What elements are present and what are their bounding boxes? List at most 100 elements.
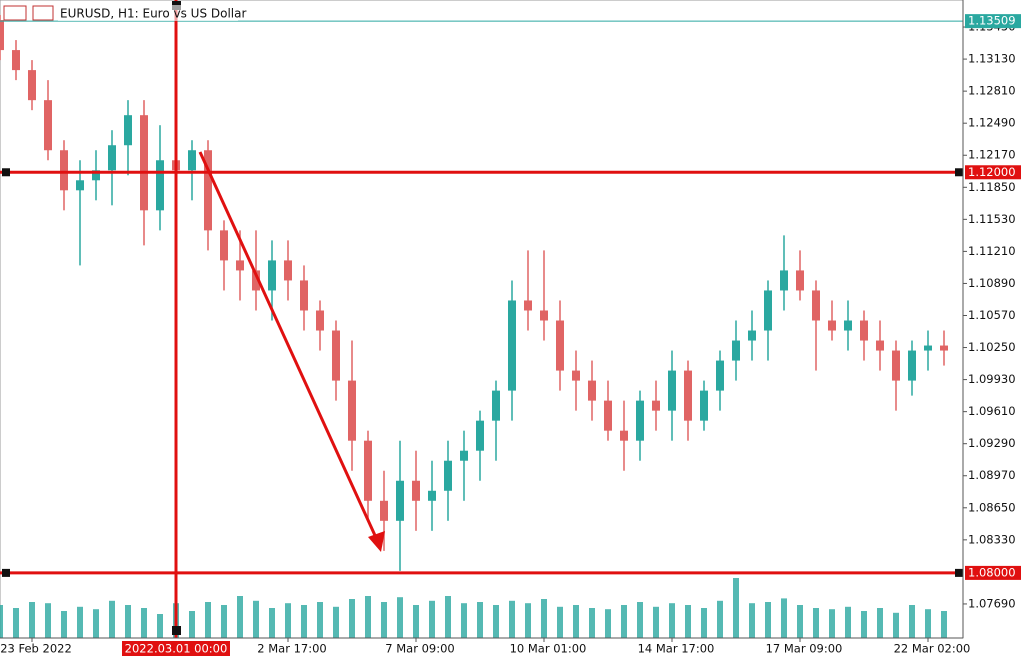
volume-bar	[925, 609, 931, 638]
candle-body	[652, 400, 660, 411]
candle-body	[380, 500, 388, 521]
price-label: 1.08000	[968, 565, 1016, 579]
y-tick-label: 1.08970	[968, 468, 1016, 482]
candle-body	[876, 340, 884, 351]
x-tick-label: 7 Mar 09:00	[385, 642, 454, 656]
menu-icon[interactable]	[3, 5, 27, 21]
x-tick-label: 23 Feb 2022	[0, 642, 72, 656]
volume-bar	[0, 605, 3, 638]
y-tick-label: 1.11210	[968, 244, 1016, 258]
candle-body	[828, 320, 836, 331]
volume-bar	[669, 603, 675, 638]
candle-body	[540, 310, 548, 321]
candle-body	[764, 290, 772, 331]
volumes	[0, 578, 947, 638]
volume-bar	[701, 608, 707, 638]
candle-body	[428, 490, 436, 501]
candle-body	[588, 380, 596, 401]
volume-bar	[557, 606, 563, 638]
volume-bar	[589, 608, 595, 638]
volume-bar	[349, 599, 355, 638]
trend-arrow[interactable]	[198, 151, 380, 543]
candle-body	[364, 440, 372, 501]
candle-body	[28, 70, 36, 101]
arrow-head	[368, 531, 385, 552]
candle-body	[716, 360, 724, 391]
y-tick-label: 1.08330	[968, 532, 1016, 546]
candle-body	[108, 145, 116, 171]
y-tick-label: 1.12490	[968, 116, 1016, 130]
price-label: 1.12000	[968, 165, 1016, 179]
candle-body	[252, 270, 260, 291]
y-tick-label: 1.11530	[968, 212, 1016, 226]
candle-body	[732, 340, 740, 361]
x-tick-label: 22 Mar 02:00	[894, 642, 971, 656]
volume-bar	[381, 602, 387, 638]
x-tick-label: 14 Mar 17:00	[638, 642, 715, 656]
axis-labels: 1.134501.131301.128101.124901.121701.118…	[0, 14, 1021, 656]
candle-body	[332, 330, 340, 381]
volume-bar	[221, 605, 227, 638]
volume-bar	[317, 602, 323, 638]
candle-body	[188, 150, 196, 171]
chart-icon[interactable]	[32, 5, 54, 21]
candle-body	[236, 260, 244, 271]
candle-body	[204, 150, 212, 231]
volume-bar	[477, 602, 483, 638]
candle-body	[556, 320, 564, 371]
y-tick-label: 1.07690	[968, 596, 1016, 610]
volume-bar	[189, 611, 195, 638]
y-tick-label: 1.10250	[968, 340, 1016, 354]
volume-bar	[93, 609, 99, 638]
volume-bar	[877, 608, 883, 638]
candle-body	[668, 370, 676, 411]
candle-body	[812, 290, 820, 321]
volume-bar	[413, 605, 419, 638]
price-label-bg	[965, 14, 1021, 29]
candle-body	[924, 345, 932, 351]
y-tick-label: 1.12170	[968, 148, 1016, 162]
y-tick-label: 1.13130	[968, 52, 1016, 66]
candle-body	[156, 160, 164, 211]
x-tick-label: 17 Mar 09:00	[766, 642, 843, 656]
volume-bar	[653, 606, 659, 638]
candle-body	[12, 50, 20, 71]
candle-body	[524, 300, 532, 311]
volume-bar	[717, 600, 723, 638]
price-ticks	[963, 26, 967, 605]
candle-body	[460, 450, 468, 461]
y-tick-label: 1.12810	[968, 84, 1016, 98]
candle-body	[620, 430, 628, 441]
volume-bar	[493, 605, 499, 638]
handle[interactable]	[172, 626, 181, 635]
candle-body	[316, 310, 324, 331]
volume-bar	[301, 605, 307, 638]
handle	[955, 168, 963, 177]
candle-body	[300, 280, 308, 311]
candle-body	[892, 350, 900, 381]
volume-bar	[733, 578, 739, 638]
volume-bar	[909, 605, 915, 638]
volume-bar	[861, 611, 867, 638]
volume-bar	[605, 609, 611, 638]
candle-body	[492, 390, 500, 421]
volume-bar	[141, 608, 147, 638]
volume-bar	[237, 596, 243, 638]
candle-body	[796, 270, 804, 291]
volume-bar	[13, 608, 19, 638]
price-label-bg	[965, 565, 1021, 580]
candle-body	[60, 150, 68, 191]
candle-body	[700, 390, 708, 421]
volume-bar	[765, 602, 771, 638]
volume-bar	[29, 602, 35, 638]
volume-bar	[541, 599, 547, 638]
volume-bar	[509, 600, 515, 638]
volume-bar	[573, 605, 579, 638]
y-tick-label: 1.11850	[968, 180, 1016, 194]
volume-bar	[461, 603, 467, 638]
candle-body	[268, 260, 276, 291]
handle	[2, 168, 10, 177]
volume-bar	[685, 605, 691, 638]
volume-bar	[333, 606, 339, 638]
